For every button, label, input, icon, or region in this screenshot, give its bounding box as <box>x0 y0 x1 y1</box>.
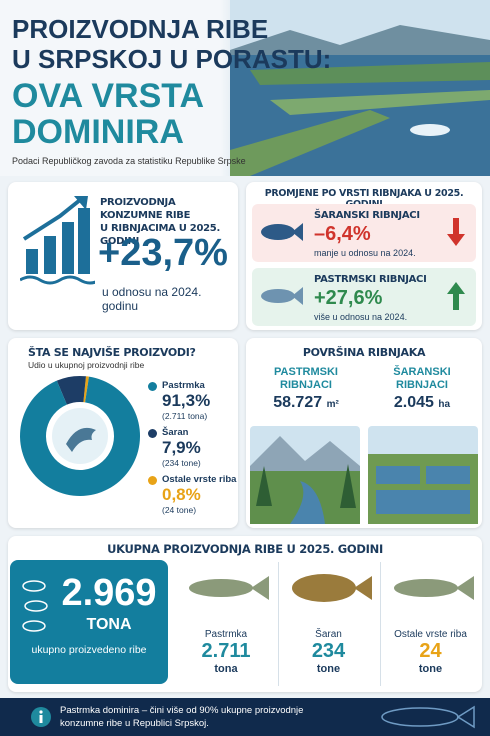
change-note: manje u odnosu na 2024. <box>314 248 416 258</box>
footer: Pastrmka dominira – čini više od 90% uku… <box>0 698 490 736</box>
legend-name: Šaran <box>162 427 189 438</box>
source: Podaci Republičkog zavoda za statistiku … <box>12 156 246 166</box>
fish-body <box>393 579 458 597</box>
species-icon <box>189 576 269 600</box>
species-unit: tona <box>214 663 238 675</box>
growth-icon <box>20 196 95 285</box>
change-name: ŠARANSKI RIBNJACI <box>314 210 420 221</box>
legend-entry: Pastrmka 91,3% (2.711 tona) <box>148 380 238 427</box>
change-box: ŠARANSKI RIBNJACI –6,4% manje u odnosu n… <box>252 204 476 262</box>
fish-tail <box>353 576 372 600</box>
area-name: PASTRMSKI <box>274 366 338 378</box>
fish-icon <box>66 427 96 452</box>
species-unit: tone <box>418 663 443 675</box>
species-item: Pastrmka 2.711 tona <box>176 562 276 686</box>
legend-detail: (2.711 tona) <box>162 411 208 421</box>
legend-swatch <box>148 382 157 391</box>
legend-swatch <box>148 476 157 485</box>
fish-body <box>189 579 253 597</box>
legend-swatch <box>148 429 157 438</box>
legend-value: 7,9% <box>162 438 201 457</box>
change-value: –6,4% <box>314 223 371 245</box>
fish-tail <box>251 576 269 600</box>
trout-icon <box>261 287 303 305</box>
legend-detail: (24 tone) <box>162 505 197 515</box>
species-icon <box>393 576 474 600</box>
legend-value: 0,8% <box>162 485 201 504</box>
footer-line: Pastrmka dominira – čini više od 90% uku… <box>60 705 304 716</box>
total-box: 2.969 TONA ukupno proizvedeno ribe <box>10 560 168 684</box>
species-value: 234 <box>311 640 346 662</box>
area-name: RIBNJACI <box>396 379 448 391</box>
legend-name: Pastrmka <box>162 380 205 391</box>
legend-name: Ostale vrste riba <box>162 474 237 485</box>
growth-card: PROIZVODNJA KONZUMNE RIBE U RIBNJACIMA U… <box>8 182 238 330</box>
area-value: 2.045 <box>393 394 434 411</box>
share-card: ŠTA SE NAJVIŠE PROIZVODI? Udio u ukupnoj… <box>8 338 238 528</box>
header-scene <box>230 0 490 176</box>
growth-label: U RIBNJACIMA U 2025. GODINI <box>100 223 220 247</box>
fish-icons <box>22 580 48 632</box>
donut-slice <box>83 376 89 403</box>
legend-entry: Ostale vrste riba 0,8% (24 tone) <box>148 474 238 521</box>
arrow-down <box>447 218 465 246</box>
total-unit: TONA <box>86 616 132 633</box>
footer-line: konzumne ribe u Republici Srpskoj. <box>60 718 209 729</box>
header: PROIZVODNJA RIBE U SRPSKOJ U PORASTU: OV… <box>0 0 490 176</box>
footer-fish <box>381 705 475 729</box>
info-icon <box>31 707 51 727</box>
changes-card: PROMJENE PO VRSTI RIBNJAKA U 2025. GODIN… <box>246 182 482 330</box>
carp-icon <box>261 223 303 241</box>
title-highlight: DOMINIRA <box>12 113 184 151</box>
fish-body <box>291 574 356 602</box>
species-item: Ostale vrste riba 24 tone <box>380 562 480 686</box>
legend-detail: (234 tone) <box>162 458 201 468</box>
area-illustrations <box>250 426 478 524</box>
species-name: Ostale vrste riba <box>394 629 467 640</box>
area-name: RIBNJACI <box>280 379 332 391</box>
title-highlight: OVA VRSTA <box>12 77 205 115</box>
total-card: UKUPNA PROIZVODNJA RIBE U 2025. GODINI 2… <box>8 536 482 692</box>
change-value: +27,6% <box>314 287 383 309</box>
species-unit: tone <box>316 663 341 675</box>
species-item: Šaran 234 tone <box>278 562 378 686</box>
species-name: Šaran <box>315 629 342 640</box>
change-name: PASTRMSKI RIBNJACI <box>314 274 427 285</box>
growth-value: +23,7% <box>98 232 228 274</box>
legend-value: 91,3% <box>162 391 211 410</box>
donut-slice <box>20 376 141 496</box>
growth-label: PROIZVODNJA KONZUMNE RIBE <box>100 197 191 221</box>
species-value: 2.711 <box>201 640 251 662</box>
species-icon <box>291 574 372 602</box>
area-unit: ha <box>438 399 451 410</box>
area-card: POVRŠINA RIBNJAKA PASTRMSKI RIBNJACI 58.… <box>246 338 482 528</box>
donut-slice <box>56 376 86 405</box>
area-value: 58.727 <box>273 394 323 411</box>
donut-chart <box>20 376 141 496</box>
area-title: POVRŠINA RIBNJAKA <box>302 346 426 359</box>
share-legend: Pastrmka 91,3% (2.711 tona) Šaran 7,9% (234 t… <box>148 380 238 521</box>
title-line: U SRPSKOJ U PORASTU: <box>12 44 332 74</box>
fish-tail <box>455 576 474 600</box>
title-line: PROIZVODNJA RIBE <box>12 14 269 44</box>
growth-note: u odnosu na 2024. godinu <box>102 285 202 313</box>
area-unit: m² <box>326 399 339 410</box>
total-value: 2.969 <box>61 572 157 614</box>
total-note: ukupno proizvedeno ribe <box>31 644 147 656</box>
arrow-up <box>447 282 465 310</box>
legend-entry: Šaran 7,9% (234 tone) <box>148 427 238 474</box>
species-name: Pastrmka <box>204 629 248 640</box>
area-name: ŠARANSKI <box>393 366 451 378</box>
change-note: više u odnosu na 2024. <box>314 312 408 322</box>
share-subtitle: Udio u ukupnoj proizvodnji ribe <box>28 360 145 370</box>
share-title: ŠTA SE NAJVIŠE PROIZVODI? <box>28 346 196 359</box>
species-value: 24 <box>419 640 442 662</box>
change-box: PASTRMSKI RIBNJACI +27,6% više u odnosu … <box>252 268 476 326</box>
total-title: UKUPNA PROIZVODNJA RIBE U 2025. GODINI <box>107 542 383 556</box>
